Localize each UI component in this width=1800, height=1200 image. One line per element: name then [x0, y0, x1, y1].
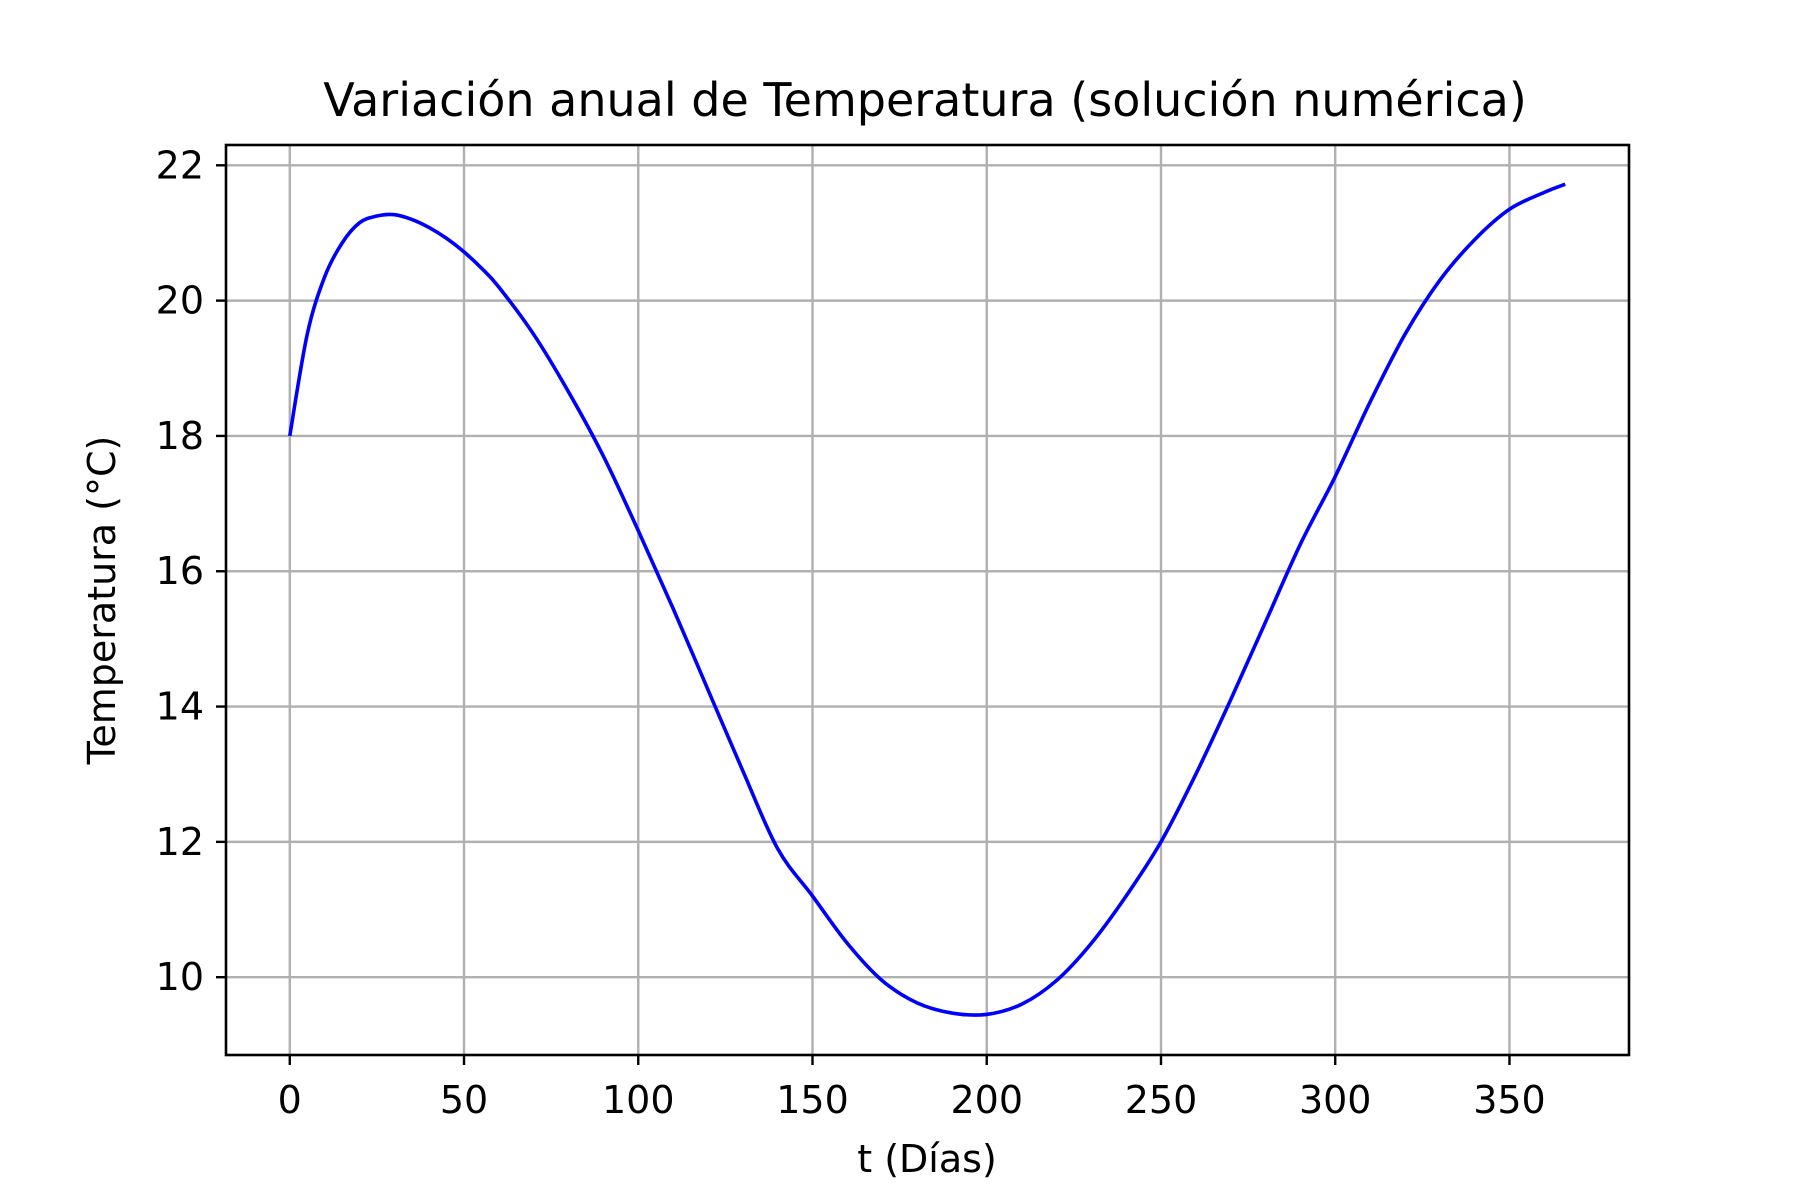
plot-frame	[224, 143, 1631, 1057]
x-tick-label: 200	[950, 1078, 1023, 1122]
y-tick-label: 20	[156, 279, 204, 323]
chart-title: Variación anual de Temperatura (solución…	[323, 73, 1527, 127]
x-tick-label: 0	[278, 1078, 302, 1122]
grid	[226, 145, 1629, 1055]
x-axis-title: t (Días)	[857, 1137, 997, 1181]
x-axis: 0 50 100 150 200 250 300 350	[278, 1055, 1546, 1122]
x-tick-label: 50	[440, 1078, 488, 1122]
y-axis-title: Temperatura (°C)	[80, 436, 124, 766]
x-tick-label: 100	[602, 1078, 675, 1122]
y-tick-label: 12	[156, 820, 204, 864]
y-tick-label: 22	[156, 143, 204, 187]
y-axis: 10 12 14 16 18 20 22	[156, 143, 226, 999]
x-tick-label: 350	[1473, 1078, 1546, 1122]
x-tick-label: 150	[776, 1078, 849, 1122]
y-tick-label: 14	[156, 685, 204, 729]
series-line	[287, 182, 1566, 1017]
y-tick-label: 10	[156, 955, 204, 999]
x-tick-label: 300	[1299, 1078, 1372, 1122]
y-tick-label: 18	[156, 414, 204, 458]
y-tick-label: 16	[156, 549, 204, 593]
plot-area	[287, 182, 1566, 1017]
x-tick-label: 250	[1125, 1078, 1198, 1122]
